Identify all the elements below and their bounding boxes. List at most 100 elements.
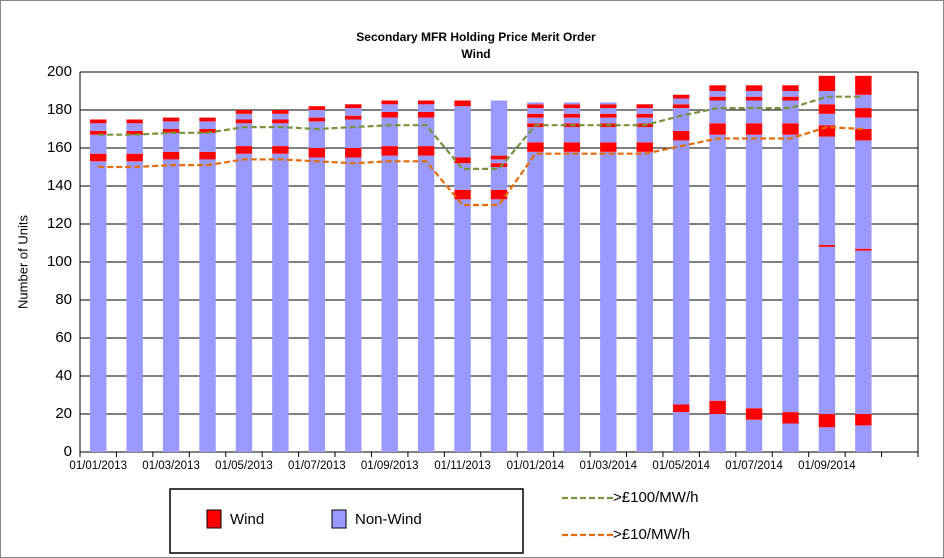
- legend-label: Non-Wind: [355, 511, 422, 528]
- bar-segment: [563, 151, 581, 453]
- bar-segment: [563, 127, 581, 143]
- bar-segment: [490, 167, 508, 190]
- x-tick-label: 01/03/2014: [580, 460, 638, 472]
- bar-segment: [345, 157, 362, 452]
- y-tick-label: 120: [47, 215, 72, 232]
- bar-segment: [855, 75, 872, 95]
- bar-segment: [782, 96, 799, 101]
- bar-segment: [782, 85, 799, 91]
- bar-segment: [527, 127, 544, 143]
- bar-segment: [782, 412, 799, 424]
- bar-segment: [454, 106, 471, 158]
- bar-segment: [381, 117, 398, 147]
- bar-segment: [855, 250, 872, 414]
- bar-segment: [308, 117, 326, 122]
- y-tick-label: 140: [47, 177, 72, 194]
- bar-segment: [235, 110, 253, 114]
- bar-segment: [745, 91, 763, 97]
- bar-segment: [90, 134, 107, 154]
- bar-segment: [818, 427, 836, 452]
- bar-segment: [672, 104, 690, 109]
- bar-segment: [855, 129, 872, 141]
- bar-segment: [527, 142, 544, 152]
- legend-label: >£10/MW/h: [613, 526, 690, 543]
- bar-segment: [235, 146, 253, 154]
- x-tick-label: 01/01/2014: [507, 460, 565, 472]
- bar-segment: [855, 140, 872, 249]
- bar-segment: [745, 134, 763, 409]
- bar-segment: [782, 134, 799, 413]
- bar-segment: [782, 123, 799, 135]
- bar-segment: [90, 153, 107, 162]
- bar-segment: [345, 108, 362, 116]
- bar-segment: [563, 102, 581, 105]
- bar-segment: [126, 119, 143, 124]
- bar-segment: [308, 106, 326, 110]
- bar-segment: [600, 142, 617, 152]
- bar-segment: [126, 153, 143, 162]
- bar-segment: [600, 113, 617, 118]
- bar-segment: [745, 85, 763, 91]
- bar-segment: [818, 104, 836, 114]
- bar-segment: [199, 129, 216, 133]
- legend-swatch: [331, 509, 347, 529]
- y-tick-label: 0: [64, 443, 72, 460]
- bar-segment: [527, 104, 544, 109]
- bar-segment: [600, 108, 617, 114]
- y-tick-label: 180: [47, 101, 72, 118]
- bar-segment: [745, 419, 763, 452]
- bar-segment: [563, 142, 581, 152]
- bar-segment: [417, 146, 435, 156]
- bar-segment: [381, 111, 398, 118]
- bar-segment: [199, 121, 216, 129]
- bar-segment: [782, 100, 799, 124]
- line-series: [98, 95, 864, 170]
- bar-segment: [600, 117, 617, 124]
- bar-segment: [636, 117, 653, 124]
- bar-segment: [90, 119, 107, 124]
- bar-segment: [490, 163, 508, 167]
- bar-segment: [855, 248, 872, 251]
- bar-segment: [855, 94, 872, 109]
- bar-segment: [636, 127, 653, 143]
- bar-segment: [490, 155, 508, 160]
- bar-segment: [308, 157, 326, 452]
- bar-segment: [672, 412, 690, 452]
- bar-segment: [162, 117, 180, 122]
- bar-segment: [855, 414, 872, 426]
- x-tick-label: 01/03/2013: [142, 460, 200, 472]
- bar-segment: [709, 100, 726, 124]
- bar-segment: [381, 155, 398, 452]
- bar-segment: [636, 142, 653, 152]
- bar-segment: [818, 125, 836, 137]
- bar-segment: [345, 119, 362, 148]
- chart-subtitle: Wind: [461, 47, 490, 61]
- bar-segment: [745, 100, 763, 124]
- bar-segment: [417, 104, 435, 112]
- x-tick-label: 01/11/2013: [434, 460, 491, 472]
- bar-segment: [636, 108, 653, 114]
- bar-segment: [126, 161, 143, 453]
- bar-segment: [563, 104, 581, 109]
- chart-title: Secondary MFR Holding Price Merit Order: [356, 30, 596, 44]
- bar-segment: [454, 100, 471, 107]
- bar-segment: [126, 130, 143, 135]
- bar-segment: [199, 159, 216, 452]
- bar-segment: [636, 151, 653, 453]
- bar-segment: [162, 129, 180, 133]
- bar-segment: [855, 425, 872, 452]
- bar-segment: [818, 136, 836, 245]
- bar-segment: [490, 189, 508, 200]
- bar-segment: [672, 108, 690, 131]
- y-tick-label: 100: [47, 253, 72, 270]
- bar-segment: [527, 113, 544, 118]
- bar-segment: [272, 123, 289, 147]
- x-tick-label: 01/07/2013: [288, 460, 346, 472]
- bar-segment: [490, 159, 508, 164]
- bar-segment: [454, 163, 471, 190]
- bar-segment: [90, 161, 107, 453]
- bar-segment: [162, 121, 180, 129]
- bar-segment: [709, 96, 726, 101]
- bar-segment: [818, 113, 836, 126]
- x-tick-label: 01/09/2013: [361, 460, 419, 472]
